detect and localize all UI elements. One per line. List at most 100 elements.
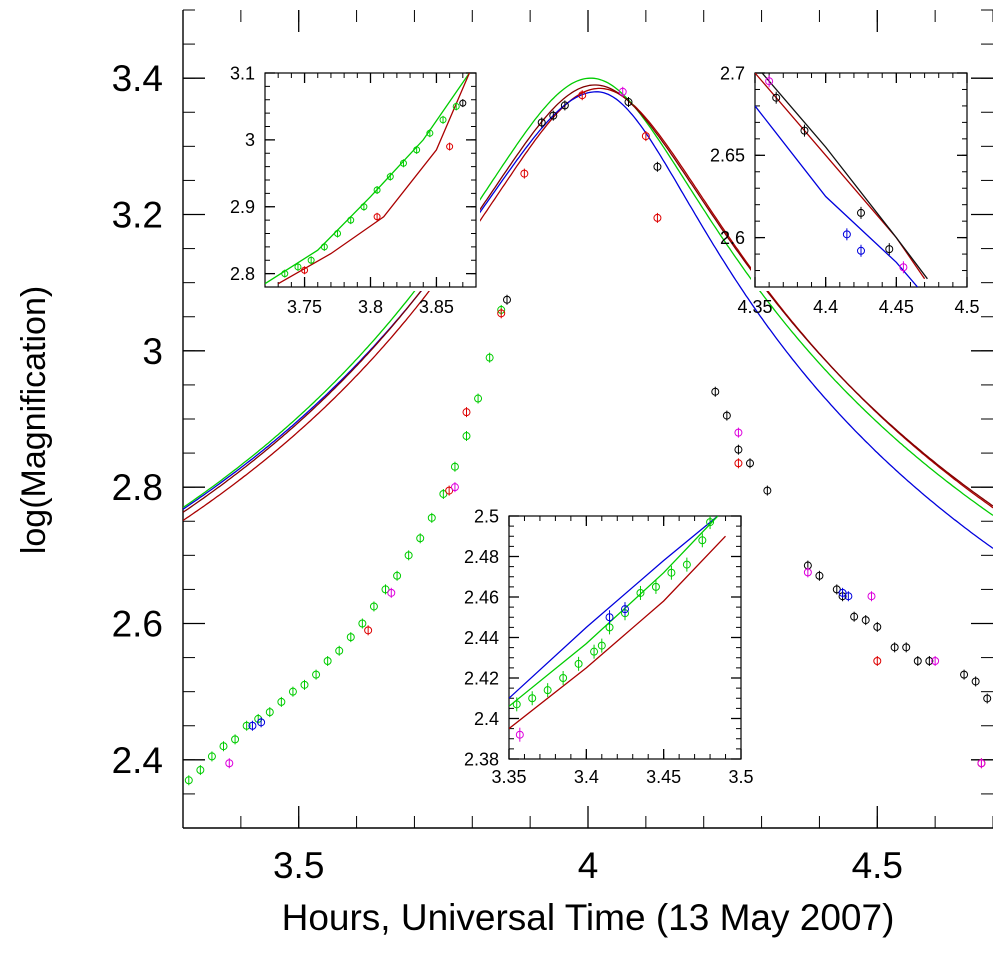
data-point [873,622,882,631]
data-point [543,686,552,695]
x-tick-label: 3.4 [574,767,599,787]
data-point [605,613,614,622]
data-point [307,256,315,264]
data-point [734,445,743,454]
y-tick-label: 2.8 [230,264,255,284]
data-point [857,208,865,217]
data-point [734,428,743,437]
x-tick-label: 3.5 [728,767,753,787]
data-point [281,270,289,278]
data-point [294,263,302,271]
data-point [549,111,558,120]
data-point [861,616,870,625]
y-tick-label: 2.8 [112,467,163,508]
x-tick-label: 3.85 [419,297,454,317]
inset-plot-upper-left: 3.75 3.8 3.85 2.8 2.9 3 3.1 [230,63,480,317]
data-point [977,759,986,768]
y-tick-label: 2.9 [230,197,255,217]
data-point [497,309,506,318]
inset-background [261,63,480,291]
y-tick-label: 2.65 [710,146,745,166]
data-point [651,582,660,591]
data-point [184,776,193,785]
data-point [207,752,216,761]
data-point [971,677,980,686]
y-tick-label: 2.6 [720,228,745,248]
data-point [404,551,413,560]
data-point [393,571,402,580]
x-tick-label: 4.5 [954,297,979,317]
data-point [300,680,309,689]
data-point [462,408,471,417]
y-tick-label: 2.38 [464,749,499,769]
data-layer [509,516,726,742]
model-curve [183,77,993,516]
data-layer [265,73,470,285]
data-point [439,489,448,498]
data-point [621,605,629,614]
data-point [323,656,332,665]
data-point [231,735,240,744]
data-point [369,602,378,611]
x-tick-label: 4.35 [737,297,772,317]
x-tick-label: 4 [578,845,599,886]
x-tick-label: 4.45 [879,297,914,317]
data-point [931,656,940,665]
model-curve [761,73,928,280]
data-point [364,626,373,635]
inset-plot-upper-right: 4.35 4.4 4.45 4.5 2.6 2.65 2.7 [710,63,980,317]
model-curve [265,73,470,285]
x-tick-label: 4.4 [813,297,838,317]
y-tick-label: 3.2 [112,194,163,235]
data-point [450,462,459,471]
data-point [983,694,992,703]
data-point [711,387,720,396]
data-point [439,116,447,124]
data-point [578,91,587,100]
data-point [360,203,368,211]
x-tick-label: 4.5 [852,845,903,886]
data-point [445,486,454,495]
data-point [734,459,743,468]
data-point [844,592,853,601]
y-tick-label: 2.46 [464,587,499,607]
data-point [873,656,882,665]
data-point [242,721,251,730]
data-point [641,132,650,141]
y-tick-label: 2.48 [464,547,499,567]
data-point [413,146,421,154]
data-point [842,230,851,239]
y-axis-label: log(Magnification) [15,286,53,554]
data-point [832,585,841,594]
y-tick-label: 2.5 [474,506,499,526]
data-point [885,245,894,254]
data-point [320,243,328,251]
data-point [815,571,824,580]
data-point [960,670,969,679]
model-curve [509,535,726,730]
data-point [196,766,205,775]
model-curve [755,73,926,280]
data-point [248,721,257,730]
data-point [225,759,234,768]
data-point [800,126,809,135]
data-point [373,213,381,221]
data-point [358,619,367,628]
data-point [803,568,812,577]
data-point [765,77,774,86]
data-point [590,647,599,656]
y-tick-label: 2.44 [464,628,499,648]
data-point [560,101,569,110]
data-point [913,656,922,665]
data-point [503,295,511,304]
data-point [772,93,781,102]
model-curve [755,105,918,287]
y-tick-label: 3.1 [230,63,255,83]
data-layer [183,77,993,786]
data-point [902,643,911,652]
data-point [277,697,286,706]
x-tick-label: 3.8 [358,297,383,317]
data-point [288,687,297,696]
data-point [452,102,460,110]
data-point [698,536,707,545]
